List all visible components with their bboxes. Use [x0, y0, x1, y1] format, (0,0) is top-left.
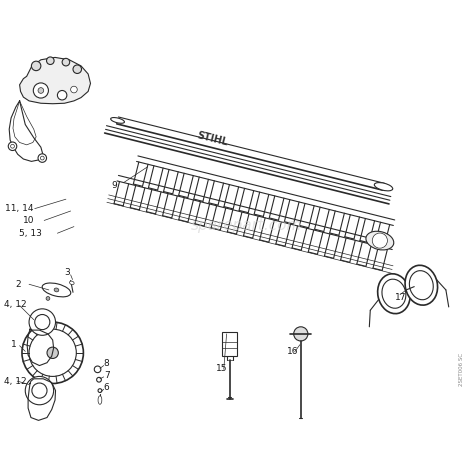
Circle shape	[35, 315, 50, 329]
Circle shape	[46, 297, 50, 301]
Circle shape	[22, 322, 83, 383]
Ellipse shape	[98, 396, 102, 404]
Circle shape	[294, 327, 308, 341]
Text: 11, 14: 11, 14	[5, 204, 34, 213]
Ellipse shape	[374, 182, 393, 191]
Ellipse shape	[54, 288, 59, 292]
Ellipse shape	[378, 274, 410, 314]
Circle shape	[97, 377, 101, 382]
Circle shape	[25, 376, 54, 405]
Text: 9: 9	[112, 181, 118, 190]
Circle shape	[33, 83, 48, 98]
Ellipse shape	[366, 231, 394, 250]
Circle shape	[47, 347, 58, 358]
Text: 16: 16	[287, 347, 298, 356]
Text: 3: 3	[64, 268, 70, 277]
Circle shape	[32, 383, 47, 398]
Circle shape	[38, 154, 46, 162]
Ellipse shape	[382, 279, 406, 308]
Text: 5, 13: 5, 13	[18, 229, 42, 238]
Circle shape	[57, 91, 67, 100]
Circle shape	[8, 142, 17, 151]
Text: 7: 7	[104, 371, 109, 380]
Ellipse shape	[70, 281, 74, 284]
Text: 4, 12: 4, 12	[4, 377, 27, 386]
Text: STIHL: STIHL	[196, 130, 229, 147]
Text: 15: 15	[216, 364, 227, 373]
Ellipse shape	[405, 265, 438, 305]
Text: 1: 1	[11, 340, 17, 349]
Circle shape	[29, 309, 55, 335]
Ellipse shape	[110, 118, 125, 123]
Ellipse shape	[410, 271, 433, 300]
Circle shape	[71, 86, 77, 93]
Text: 2: 2	[16, 280, 21, 289]
Circle shape	[62, 58, 70, 66]
Polygon shape	[19, 57, 91, 104]
Circle shape	[372, 233, 387, 248]
Circle shape	[31, 61, 41, 71]
Circle shape	[38, 88, 44, 93]
Circle shape	[73, 65, 82, 73]
Circle shape	[94, 366, 101, 373]
Text: 17: 17	[395, 293, 407, 302]
Circle shape	[29, 329, 76, 376]
Text: 4, 12: 4, 12	[4, 300, 27, 309]
Circle shape	[98, 389, 102, 392]
Polygon shape	[222, 331, 237, 356]
Text: 8: 8	[104, 359, 109, 368]
Text: 2SET006 SC: 2SET006 SC	[459, 353, 464, 386]
Circle shape	[46, 57, 54, 64]
Text: 10: 10	[23, 216, 35, 225]
Text: sparepart.com: sparepart.com	[191, 218, 302, 233]
Text: 6: 6	[104, 383, 109, 392]
Ellipse shape	[42, 283, 71, 297]
